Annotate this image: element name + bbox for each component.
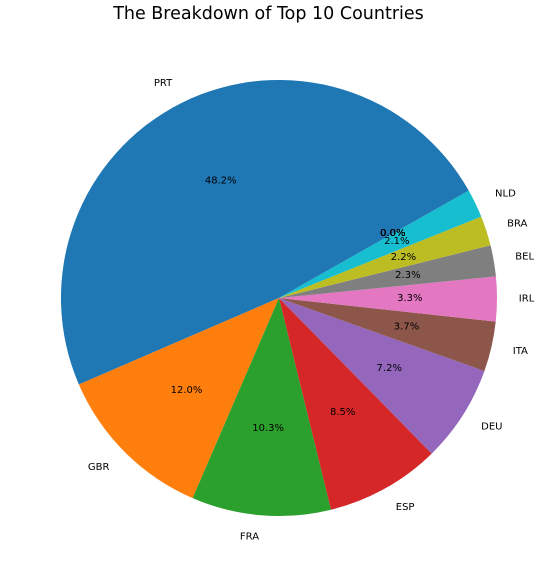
pie-percent-label-minor-13: 0.0%	[380, 228, 405, 239]
pie-slice-bel	[279, 245, 496, 298]
pie-category-label-deu: DEU	[481, 422, 502, 433]
pie-category-label-bra: BRA	[507, 219, 527, 230]
pie-percent-label-deu: 7.2%	[377, 363, 402, 374]
pie-category-label-irl: IRL	[519, 294, 535, 305]
pie-slices	[60, 79, 497, 516]
pie-slice-nld	[279, 190, 482, 298]
pie-slice-deu	[279, 298, 485, 454]
pie-percent-label-irl: 3.3%	[397, 293, 422, 304]
pie-labels: 48.2% PRT 12.0% GBR 10.3% FRA 8.5% ESP 7.2% DEU 3.…	[88, 78, 535, 543]
chart-title: The Breakdown of Top 10 Countries	[113, 4, 424, 24]
pie-category-label-prt: PRT	[154, 78, 173, 89]
pie-percent-label-minor-11: 0.0%	[380, 228, 405, 239]
pie-percent-label-prt: 48.2%	[205, 175, 237, 186]
pie-percent-label-minor-14: 0.0%	[380, 228, 405, 239]
pie-percent-label-bel: 2.3%	[395, 270, 420, 281]
pie-percent-label-fra: 10.3%	[252, 423, 284, 434]
pie-category-label-nld: NLD	[495, 188, 516, 199]
pie-slice-fra	[192, 298, 332, 516]
pie-slice-bra	[279, 216, 491, 298]
pie-percent-label-gbr: 12.0%	[171, 385, 203, 396]
pie-slice-irl	[279, 276, 497, 322]
pie-category-label-ita: ITA	[513, 346, 528, 357]
pie-percent-label-esp: 8.5%	[330, 407, 355, 418]
pie-category-label-bel: BEL	[515, 252, 534, 263]
pie-slice-prt	[60, 79, 469, 385]
pie-percent-label-minor-10: 0.0%	[380, 228, 405, 239]
pie-percent-label-minor-12: 0.0%	[380, 228, 405, 239]
pie-category-label-gbr: GBR	[88, 462, 110, 473]
pie-slice-esp	[279, 298, 432, 510]
pie-category-label-esp: ESP	[396, 502, 415, 513]
pie-percent-label-ita: 3.7%	[394, 322, 419, 333]
pie-percent-label-bra: 2.2%	[391, 252, 416, 263]
pie-category-label-fra: FRA	[240, 531, 259, 542]
pie-slice-gbr	[78, 298, 279, 499]
pie-percent-label-nld: 2.1%	[384, 236, 409, 247]
pie-slice-ita	[279, 298, 496, 371]
